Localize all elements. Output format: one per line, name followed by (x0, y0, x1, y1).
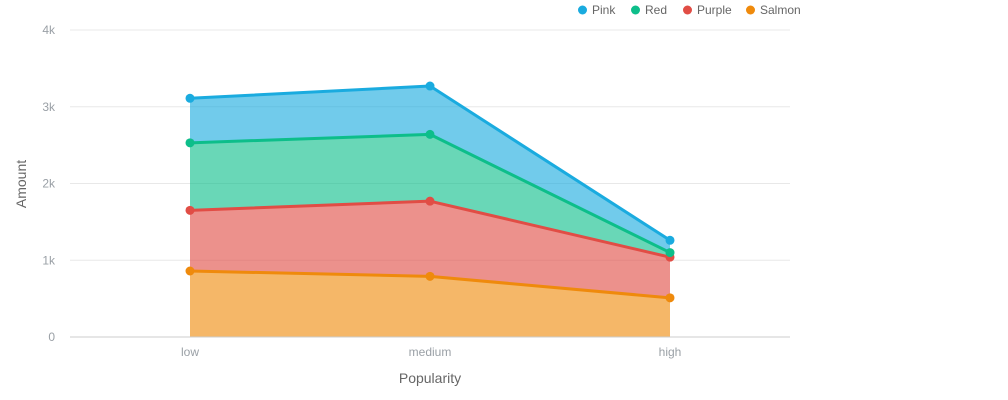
area-purple (190, 201, 670, 298)
point-red[interactable] (425, 129, 435, 139)
point-salmon[interactable] (665, 293, 675, 303)
area-pink (190, 86, 670, 253)
axis-layer: 0 1k 2k 3k 4k low medium high (42, 23, 790, 359)
point-pink[interactable] (185, 93, 195, 103)
legend-item-pink[interactable]: Pink (578, 3, 616, 17)
area-red (190, 134, 670, 258)
legend-label: Purple (697, 3, 732, 17)
legend-swatch (631, 5, 640, 15)
y-tick-label: 2k (42, 177, 56, 191)
area-layer (190, 86, 670, 337)
x-tick-label: medium (409, 345, 452, 359)
legend-label: Salmon (760, 3, 801, 17)
x-tick-label: high (659, 345, 682, 359)
point-salmon[interactable] (425, 271, 435, 281)
point-pink[interactable] (665, 235, 675, 245)
y-axis-title: Amount (13, 160, 29, 208)
legend-item-red[interactable]: Red (631, 3, 667, 17)
point-red[interactable] (185, 138, 195, 148)
legend-label: Pink (592, 3, 616, 17)
legend-item-purple[interactable]: Purple (683, 3, 732, 17)
legend-label: Red (645, 3, 667, 17)
y-tick-label: 1k (42, 253, 56, 267)
point-pink[interactable] (425, 81, 435, 91)
x-tick-label: low (181, 345, 199, 359)
y-tick-label: 0 (48, 330, 55, 344)
legend: Pink Red Purple Salmon (578, 3, 801, 17)
point-red[interactable] (665, 248, 675, 258)
legend-swatch (746, 5, 755, 15)
y-tick-label: 3k (42, 100, 56, 114)
legend-swatch (578, 5, 587, 15)
point-layer (185, 81, 675, 303)
point-salmon[interactable] (185, 266, 195, 276)
y-tick-label: 4k (42, 23, 56, 37)
legend-item-salmon[interactable]: Salmon (746, 3, 801, 17)
point-purple[interactable] (425, 196, 435, 206)
point-purple[interactable] (185, 205, 195, 215)
x-axis-title: Popularity (399, 370, 461, 386)
legend-swatch (683, 5, 692, 15)
